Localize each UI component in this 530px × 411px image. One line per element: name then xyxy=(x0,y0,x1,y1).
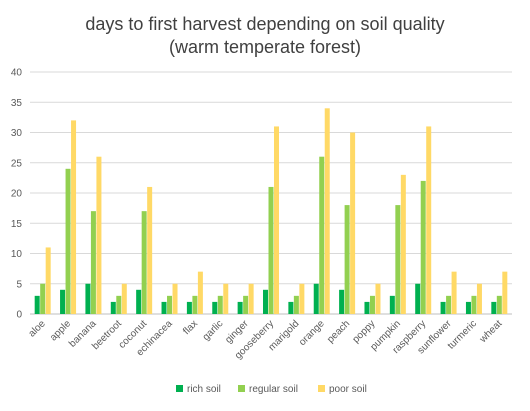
y-tick-label: 20 xyxy=(11,189,23,200)
legend-label: rich soil xyxy=(187,384,221,395)
y-tick-label: 30 xyxy=(11,128,23,139)
bar-flax-rich-soil xyxy=(186,301,192,314)
bar-pumpkin-rich-soil xyxy=(389,295,395,314)
bar-wheat-poor-soil xyxy=(502,271,508,314)
y-tick-label: 40 xyxy=(11,68,23,79)
bar-wheat-rich-soil xyxy=(491,301,497,314)
bar-sunflower-regular-soil xyxy=(446,295,452,314)
bar-coconut-regular-soil xyxy=(141,211,147,314)
y-tick-label: 35 xyxy=(11,98,23,109)
bar-orange-poor-soil xyxy=(324,108,330,314)
bar-marigold-rich-soil xyxy=(288,301,294,314)
bar-ginger-rich-soil xyxy=(237,301,243,314)
y-tick-label: 15 xyxy=(11,219,23,230)
bar-banana-regular-soil xyxy=(90,211,96,314)
bar-poppy-rich-soil xyxy=(364,301,370,314)
bar-turmeric-regular-soil xyxy=(471,295,477,314)
bar-aloe-rich-soil xyxy=(34,295,40,314)
bar-sunflower-poor-soil xyxy=(451,271,457,314)
bar-orange-regular-soil xyxy=(319,156,325,314)
legend-label: poor soil xyxy=(329,384,367,395)
x-tick-label: flax xyxy=(181,318,200,337)
bar-gooseberry-rich-soil xyxy=(263,289,268,314)
bars xyxy=(34,108,508,315)
bar-echinacea-regular-soil xyxy=(167,295,173,314)
bar-peach-regular-soil xyxy=(344,205,350,314)
bar-beetroot-regular-soil xyxy=(116,295,122,314)
bar-raspberry-regular-soil xyxy=(420,180,426,314)
bar-flax-regular-soil xyxy=(192,295,198,314)
y-tick-label: 25 xyxy=(11,158,23,169)
bar-pumpkin-poor-soil xyxy=(400,174,406,314)
bar-raspberry-poor-soil xyxy=(426,126,432,314)
bar-banana-rich-soil xyxy=(85,283,91,314)
bar-apple-poor-soil xyxy=(71,120,77,315)
legend-swatch xyxy=(238,385,245,392)
bar-flax-poor-soil xyxy=(197,271,203,314)
bar-aloe-regular-soil xyxy=(40,283,46,314)
legend-label: regular soil xyxy=(249,384,298,395)
chart-title: days to first harvest depending on soil … xyxy=(85,14,444,34)
bar-sunflower-rich-soil xyxy=(440,301,446,314)
legend-swatch xyxy=(176,385,183,392)
bar-poppy-poor-soil xyxy=(375,283,381,314)
x-tick-label: orange xyxy=(297,318,327,348)
bar-beetroot-poor-soil xyxy=(121,283,127,314)
x-tick-label: garlic xyxy=(201,318,226,343)
legend-swatch xyxy=(318,385,325,392)
bar-peach-rich-soil xyxy=(339,289,345,314)
legend: rich soil regular soil poor soil xyxy=(176,384,367,395)
bar-peach-poor-soil xyxy=(350,132,356,314)
bar-ginger-regular-soil xyxy=(243,295,249,314)
y-tick-label: 5 xyxy=(16,279,22,290)
bar-pumpkin-regular-soil xyxy=(395,205,401,314)
bar-coconut-poor-soil xyxy=(147,186,153,314)
x-tick-label: aloe xyxy=(27,318,48,339)
y-tick-label: 0 xyxy=(16,310,22,321)
y-axis-ticks: 0 5 10 15 20 25 30 35 40 xyxy=(11,68,23,321)
bar-raspberry-rich-soil xyxy=(415,283,421,314)
bar-apple-regular-soil xyxy=(65,168,71,314)
chart-subtitle: (warm temperate forest) xyxy=(169,37,361,57)
bar-apple-rich-soil xyxy=(60,289,66,314)
bar-wheat-regular-soil xyxy=(496,295,502,314)
bar-garlic-poor-soil xyxy=(223,283,229,314)
bar-marigold-regular-soil xyxy=(293,295,299,314)
bar-garlic-rich-soil xyxy=(212,301,218,314)
bar-aloe-poor-soil xyxy=(45,247,51,314)
bar-beetroot-rich-soil xyxy=(110,301,116,314)
x-tick-label: wheat xyxy=(477,318,505,346)
bar-garlic-regular-soil xyxy=(217,295,223,314)
bar-poppy-regular-soil xyxy=(369,295,375,314)
bar-gooseberry-regular-soil xyxy=(268,186,274,314)
bar-turmeric-poor-soil xyxy=(476,283,482,314)
bar-coconut-rich-soil xyxy=(136,289,142,314)
bar-orange-rich-soil xyxy=(313,283,319,314)
bar-ginger-poor-soil xyxy=(248,283,254,314)
bar-turmeric-rich-soil xyxy=(465,301,471,314)
bar-marigold-poor-soil xyxy=(299,283,305,314)
bar-gooseberry-poor-soil xyxy=(274,126,279,314)
bar-echinacea-rich-soil xyxy=(161,301,167,314)
bar-banana-poor-soil xyxy=(96,156,102,314)
x-tick-label: peach xyxy=(325,318,352,345)
bar-echinacea-poor-soil xyxy=(172,283,178,314)
y-tick-label: 10 xyxy=(11,249,23,260)
